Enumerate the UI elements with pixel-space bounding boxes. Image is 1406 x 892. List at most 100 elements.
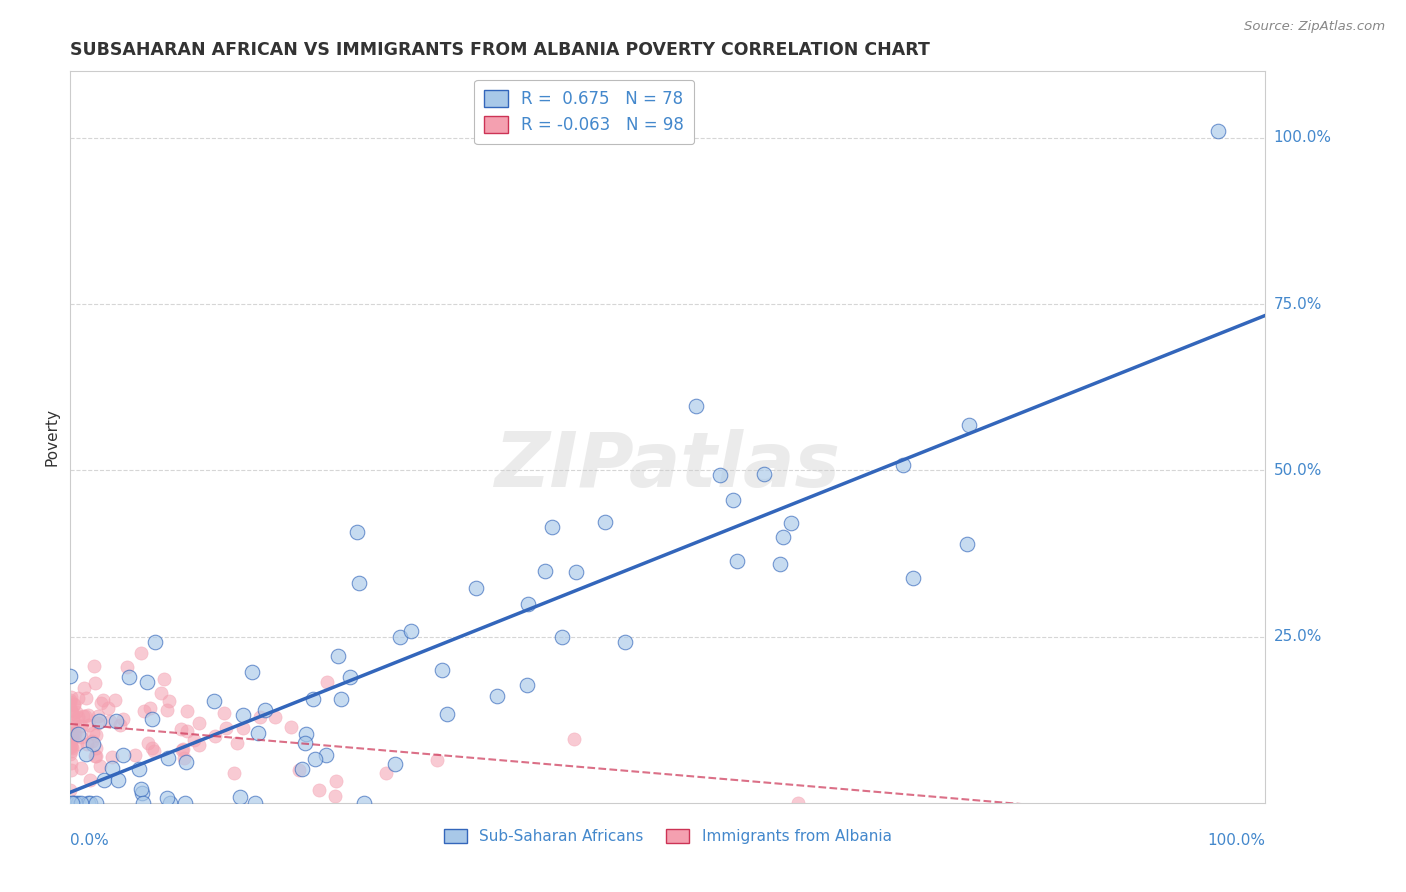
- Point: [76, 737, 98, 751]
- Point: [79, 796, 101, 810]
- Point: [562, 732, 585, 747]
- Point: [150, 685, 173, 699]
- Point: [156, 791, 179, 805]
- Point: [143, 635, 166, 649]
- Point: [339, 670, 361, 684]
- Point: [63, 697, 86, 711]
- Point: [325, 774, 347, 789]
- Point: [104, 692, 127, 706]
- Point: [384, 756, 406, 771]
- Point: [249, 710, 271, 724]
- Point: [124, 748, 146, 763]
- Point: [66, 727, 89, 741]
- Point: [304, 752, 326, 766]
- Point: [302, 692, 325, 706]
- Point: [70, 730, 93, 744]
- Point: [105, 714, 128, 729]
- Point: [229, 789, 252, 804]
- Point: [485, 689, 508, 703]
- Point: [308, 782, 330, 797]
- Point: [141, 712, 163, 726]
- Point: [63, 698, 86, 712]
- Point: [91, 693, 114, 707]
- Point: [215, 721, 238, 735]
- Point: [100, 750, 122, 764]
- Point: [84, 741, 107, 756]
- Point: [315, 747, 337, 762]
- Point: [111, 748, 134, 763]
- Point: [83, 658, 105, 673]
- Point: [62, 796, 84, 810]
- Point: [59, 690, 82, 705]
- Point: [59, 731, 82, 745]
- Point: [60, 706, 83, 721]
- Text: 50.0%: 50.0%: [1274, 463, 1322, 478]
- Point: [139, 701, 162, 715]
- Point: [77, 708, 100, 723]
- Point: [685, 399, 707, 413]
- Point: [176, 724, 198, 739]
- Point: [63, 726, 86, 740]
- Point: [82, 725, 104, 739]
- Point: [754, 467, 776, 481]
- Point: [709, 468, 731, 483]
- Point: [780, 516, 803, 530]
- Point: [291, 762, 314, 776]
- Point: [65, 706, 87, 720]
- Point: [118, 671, 141, 685]
- Point: [59, 739, 82, 754]
- Point: [772, 530, 794, 544]
- Point: [187, 716, 209, 731]
- Point: [430, 663, 453, 677]
- Point: [59, 756, 82, 770]
- Point: [60, 740, 83, 755]
- Point: [66, 796, 89, 810]
- Point: [153, 672, 176, 686]
- Point: [347, 576, 370, 591]
- Point: [204, 730, 226, 744]
- Point: [595, 515, 617, 529]
- Point: [157, 751, 180, 765]
- Point: [60, 703, 83, 717]
- Point: [107, 772, 129, 787]
- Legend: Sub-Saharan Africans, Immigrants from Albania: Sub-Saharan Africans, Immigrants from Al…: [437, 822, 898, 850]
- Point: [67, 691, 90, 706]
- Point: [84, 796, 107, 810]
- Point: [232, 721, 254, 735]
- Point: [131, 646, 153, 660]
- Point: [89, 714, 111, 728]
- Point: [129, 781, 152, 796]
- Point: [100, 761, 122, 775]
- Point: [62, 709, 84, 723]
- Point: [517, 597, 540, 611]
- Point: [263, 710, 285, 724]
- Point: [65, 796, 87, 810]
- Point: [187, 738, 209, 752]
- Text: 25.0%: 25.0%: [1274, 629, 1322, 644]
- Point: [253, 703, 276, 717]
- Point: [316, 675, 339, 690]
- Point: [67, 709, 90, 723]
- Text: 0.0%: 0.0%: [70, 833, 110, 848]
- Point: [294, 727, 316, 741]
- Point: [1206, 124, 1229, 138]
- Point: [426, 753, 449, 767]
- Point: [87, 715, 110, 730]
- Point: [80, 733, 103, 747]
- Point: [375, 765, 398, 780]
- Point: [59, 782, 82, 797]
- Point: [60, 739, 83, 753]
- Point: [93, 773, 115, 788]
- Point: [516, 678, 538, 692]
- Point: [176, 755, 198, 769]
- Point: [59, 695, 82, 709]
- Point: [131, 786, 153, 800]
- Point: [330, 692, 353, 706]
- Point: [84, 676, 107, 690]
- Point: [565, 566, 588, 580]
- Point: [60, 763, 83, 777]
- Point: [787, 796, 810, 810]
- Text: 75.0%: 75.0%: [1274, 297, 1322, 311]
- Point: [60, 796, 83, 810]
- Point: [288, 764, 311, 778]
